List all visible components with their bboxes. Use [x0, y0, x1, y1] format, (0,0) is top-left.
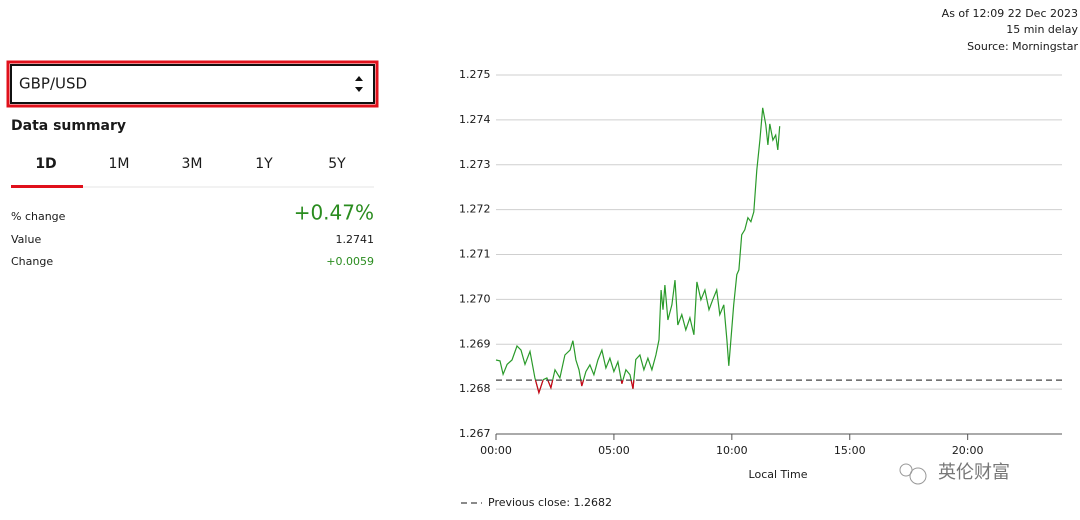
x-tick-label: 00:00 — [480, 444, 512, 457]
x-tick-label: 15:00 — [834, 444, 866, 457]
select-arrows — [355, 76, 363, 92]
legend-label: Previous close: 1.2682 — [488, 496, 612, 509]
tab[interactable]: 5Y — [328, 156, 346, 172]
y-tick-label: 1.267 — [459, 427, 491, 440]
x-axis-label: Local Time — [749, 468, 808, 481]
row-value: +0.47% — [294, 201, 374, 225]
x-tick-label: 20:00 — [952, 444, 984, 457]
row-value: 1.2741 — [336, 233, 375, 246]
as-of: As of 12:09 22 Dec 2023 — [942, 7, 1078, 20]
y-tick-label: 1.271 — [459, 248, 491, 261]
y-tick-label: 1.272 — [459, 203, 491, 216]
tab[interactable]: 1D — [35, 156, 56, 172]
x-tick-label: 10:00 — [716, 444, 748, 457]
select-value: GBP/USD — [19, 75, 87, 93]
currency-select[interactable] — [10, 64, 375, 104]
row-value: +0.0059 — [326, 255, 374, 268]
watermark: 英伦财富 — [938, 462, 1010, 483]
y-tick-label: 1.275 — [459, 68, 491, 81]
price-line — [495, 107, 781, 395]
y-tick-label: 1.268 — [459, 382, 491, 395]
row-label: Value — [11, 233, 41, 246]
y-tick-label: 1.273 — [459, 158, 491, 171]
y-tick-label: 1.274 — [459, 113, 491, 126]
row-label: % change — [11, 210, 66, 223]
tab-underline — [11, 185, 83, 188]
tab[interactable]: 1M — [109, 156, 130, 172]
watermark-icon — [909, 467, 927, 485]
select-focus — [6, 60, 379, 108]
x-tick-label: 05:00 — [598, 444, 630, 457]
row-label: Change — [11, 255, 53, 268]
source: Source: Morningstar — [967, 40, 1078, 53]
summary-title: Data summary — [11, 118, 126, 134]
y-tick-label: 1.270 — [459, 292, 491, 305]
below-close-line — [534, 380, 635, 395]
tab[interactable]: 3M — [182, 156, 203, 172]
tab[interactable]: 1Y — [255, 156, 273, 172]
y-tick-label: 1.269 — [459, 337, 491, 350]
delay: 15 min delay — [1006, 23, 1078, 36]
